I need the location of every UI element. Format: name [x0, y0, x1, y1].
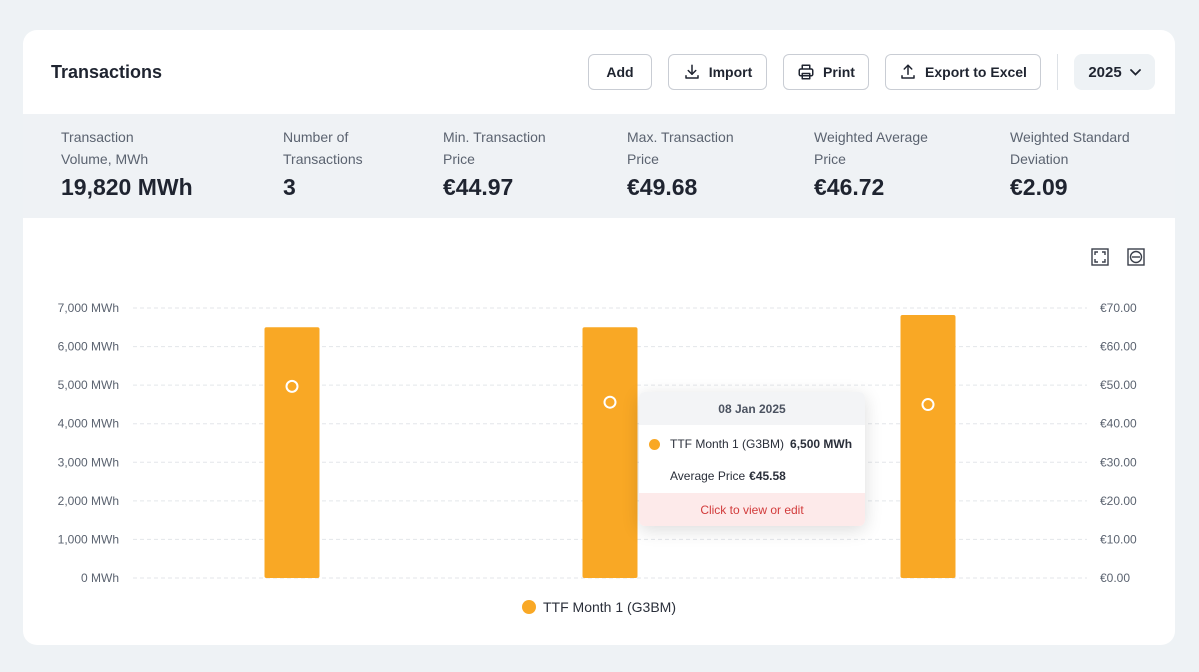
legend-dot-icon: [521, 600, 536, 614]
card-header: Transactions Add Import Print Export to …: [23, 30, 1175, 114]
import-label: Import: [708, 64, 753, 80]
chart-legend[interactable]: TTF Month 1 (G3BM): [23, 599, 1175, 615]
y-left-tick-label: 5,000 MWh: [58, 378, 119, 392]
upload-icon: [901, 64, 915, 79]
tooltip-avg-value: €45.58: [749, 469, 786, 483]
stat-count: Number of Transactions 3: [283, 126, 363, 201]
y-right-tick-label: €20.00: [1100, 494, 1137, 508]
price-marker: [285, 379, 299, 393]
tooltip-series-name: TTF Month 1 (G3BM): [670, 437, 785, 451]
x-tick-label: 03 Jan 2025: [259, 587, 325, 588]
y-right-tick-label: €50.00: [1100, 378, 1137, 392]
y-left-tick-label: 4,000 MWh: [58, 417, 119, 431]
y-right-tick-label: €30.00: [1100, 455, 1137, 469]
series-dot-icon: [649, 438, 660, 450]
stat-max-price: Max. Transaction Price €49.68: [627, 126, 734, 201]
stat-label: Transaction Volume, MWh: [61, 129, 149, 167]
y-right-tick-label: €70.00: [1100, 301, 1137, 315]
page-title: Transactions: [51, 62, 163, 82]
y-left-tick-label: 0 MWh: [81, 571, 119, 585]
stat-value: €2.09: [1010, 174, 1068, 200]
y-right-tick-label: €60.00: [1100, 340, 1137, 354]
price-marker: [921, 398, 935, 412]
tooltip-avg-label: Average Price: [670, 469, 746, 483]
x-tick-label: 09 Jan 2025: [895, 587, 961, 588]
legend-label: TTF Month 1 (G3BM): [542, 599, 677, 615]
stat-value: €49.68: [627, 174, 698, 200]
print-label: Print: [823, 64, 855, 80]
chart-bar: [264, 327, 320, 578]
tooltip-date: 08 Jan 2025: [639, 392, 865, 425]
stat-label: Min. Transaction Price: [443, 129, 546, 167]
price-marker: [603, 395, 617, 409]
stat-value: €46.72: [814, 174, 885, 200]
tooltip-series-row: TTF Month 1 (G3BM) 6,500 MWh: [649, 437, 852, 451]
year-value: 2025: [1088, 63, 1122, 81]
fullscreen-icon[interactable]: [1091, 248, 1109, 266]
stat-label: Max. Transaction Price: [627, 129, 734, 167]
stat-label: Weighted Standard Deviation: [1010, 129, 1130, 167]
y-right-tick-label: €0.00: [1100, 571, 1130, 585]
transactions-card: Transactions Add Import Print Export to …: [23, 30, 1175, 645]
stat-std-deviation: Weighted Standard Deviation €2.09: [1010, 126, 1130, 201]
stat-label: Weighted Average Price: [814, 129, 928, 167]
y-left-tick-label: 6,000 MWh: [58, 340, 119, 354]
tooltip-volume: 6,500 MWh: [790, 437, 853, 451]
y-left-tick-label: 7,000 MWh: [58, 301, 119, 315]
stats-bar: Transaction Volume, MWh 19,820 MWh Numbe…: [23, 114, 1175, 218]
stat-value: 19,820 MWh: [61, 174, 193, 200]
chart-bar: [900, 314, 956, 578]
stat-min-price: Min. Transaction Price €44.97: [443, 126, 546, 201]
reset-zoom-icon[interactable]: [1127, 248, 1145, 266]
add-button[interactable]: Add: [588, 54, 652, 90]
year-select[interactable]: 2025: [1074, 54, 1155, 90]
tooltip-price-row: Average Price €45.58: [670, 469, 786, 483]
view-edit-link[interactable]: Click to view or edit: [639, 493, 865, 526]
add-label: Add: [606, 64, 634, 80]
export-excel-button[interactable]: Export to Excel: [885, 54, 1041, 90]
header-divider: [1057, 54, 1058, 90]
y-right-tick-label: €40.00: [1100, 417, 1137, 431]
download-icon: [684, 64, 699, 79]
chart-area: 0 MWh €0.00 1,000 MWh €10.00 2,000 MWh €20.00…: [23, 218, 1175, 645]
chart-tooltip[interactable]: 08 Jan 2025 TTF Month 1 (G3BM) 6,500 MWh…: [639, 392, 865, 526]
stat-weighted-average: Weighted Average Price €46.72: [814, 126, 928, 201]
print-button[interactable]: Print: [783, 54, 869, 90]
stat-volume: Transaction Volume, MWh 19,820 MWh: [61, 126, 193, 201]
stat-value: 3: [283, 174, 296, 200]
printer-icon: [798, 64, 814, 80]
y-left-tick-label: 1,000 MWh: [58, 532, 119, 546]
chart-bar: [582, 327, 638, 578]
y-left-tick-label: 2,000 MWh: [58, 494, 119, 508]
transactions-chart: 0 MWh €0.00 1,000 MWh €10.00 2,000 MWh €20.00…: [58, 301, 1137, 588]
x-tick-label: 08 Jan 2025: [577, 587, 643, 588]
chevron-down-icon: [1129, 68, 1141, 76]
import-button[interactable]: Import: [668, 54, 767, 90]
y-left-tick-label: 3,000 MWh: [58, 455, 119, 469]
export-label: Export to Excel: [925, 64, 1027, 80]
y-right-tick-label: €10.00: [1100, 532, 1137, 546]
stat-value: €44.97: [443, 174, 514, 200]
stat-label: Number of Transactions: [283, 129, 363, 167]
